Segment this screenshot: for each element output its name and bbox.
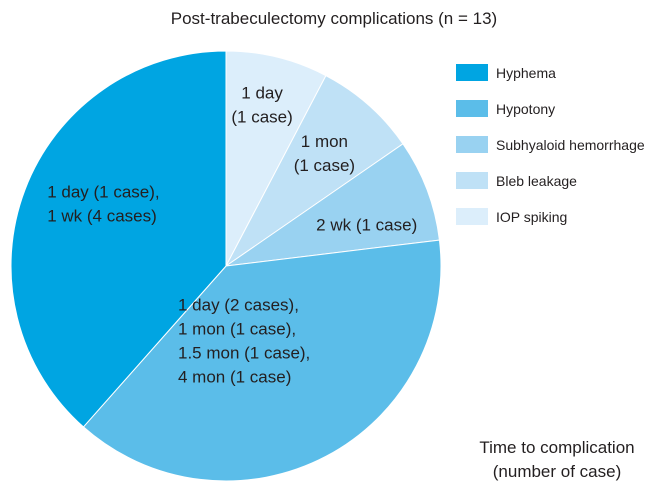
slice-label-subhyaloid-hemorrhage: 2 wk (1 case) bbox=[316, 215, 417, 234]
legend-label-hypotony: Hypotony bbox=[496, 101, 555, 117]
slice-label-line: 1 day (2 cases), bbox=[178, 296, 299, 315]
slice-label-line: 1 day bbox=[241, 83, 283, 102]
pie-slice-hypotony bbox=[82, 239, 442, 482]
pie-slice-subhyaloid-hemorrhage bbox=[225, 143, 440, 267]
legend-label-hyphema: Hyphema bbox=[496, 65, 556, 81]
slice-label-line: 2 wk (1 case) bbox=[316, 215, 417, 234]
slice-label-line: 1 mon bbox=[301, 132, 348, 151]
slice-label-bleb-leakage: 1 mon (1 case) bbox=[294, 132, 355, 175]
legend-swatch-iop-spiking bbox=[456, 208, 488, 225]
footnote-line-1: Time to complication bbox=[479, 438, 634, 457]
slice-label-hypotony: 1 day (2 cases), 1 mon (1 case), 1.5 mon (… bbox=[178, 296, 310, 387]
legend-swatch-subhyaloid-hemorrhage bbox=[456, 136, 488, 153]
slice-label-line: 1 mon (1 case), bbox=[178, 320, 296, 339]
pie-slice-hyphema bbox=[10, 50, 227, 428]
slice-label-iop-spiking: 1 day (1 case) bbox=[231, 83, 292, 126]
slice-label-line: 1 wk (4 cases) bbox=[47, 207, 157, 226]
slice-label-line: 1 day (1 case), bbox=[47, 183, 159, 202]
pie-slice-labels: 1 day (1 case) 1 mon (1 case) 2 wk (1 case) 1… bbox=[47, 83, 417, 386]
legend: Hyphema Hypotony Subhyaloid hemorrhage Bleb… bbox=[456, 64, 645, 225]
legend-label-subhyaloid-hemorrhage: Subhyaloid hemorrhage bbox=[496, 137, 645, 153]
slice-label-hyphema: 1 day (1 case), 1 wk (4 cases) bbox=[47, 183, 159, 226]
chart-title: Post-trabeculectomy complications (n = 1… bbox=[171, 9, 497, 28]
pie-slice-bleb-leakage bbox=[225, 74, 404, 267]
slice-label-line: 1.5 mon (1 case), bbox=[178, 344, 310, 363]
legend-swatch-bleb-leakage bbox=[456, 172, 488, 189]
legend-label-bleb-leakage: Bleb leakage bbox=[496, 173, 577, 189]
slice-label-line: (1 case) bbox=[294, 156, 355, 175]
footnote-line-2: (number of case) bbox=[493, 462, 622, 481]
pie-slice-iop-spiking bbox=[225, 50, 327, 267]
slice-label-line: 4 mon (1 case) bbox=[178, 368, 291, 387]
legend-swatch-hypotony bbox=[456, 100, 488, 117]
pie-slices bbox=[10, 50, 442, 482]
legend-label-iop-spiking: IOP spiking bbox=[496, 209, 567, 225]
slice-label-line: (1 case) bbox=[231, 107, 292, 126]
footnote: Time to complication (number of case) bbox=[479, 438, 634, 481]
legend-swatch-hyphema bbox=[456, 64, 488, 81]
